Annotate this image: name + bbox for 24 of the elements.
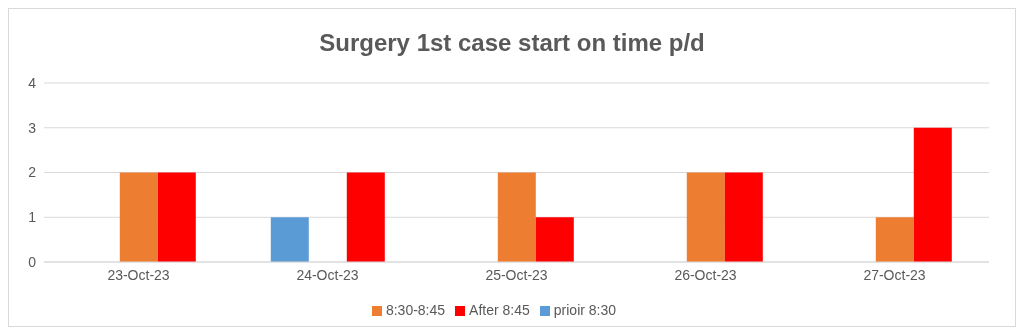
bar bbox=[346, 172, 385, 262]
legend-label: After 8:45 bbox=[469, 302, 530, 318]
x-tick-label: 27-Oct-23 bbox=[863, 266, 926, 283]
y-tick-label: 2 bbox=[28, 164, 37, 181]
bar bbox=[686, 172, 725, 262]
legend-label: 8:30-8:45 bbox=[385, 302, 446, 318]
bar bbox=[270, 217, 309, 262]
x-tick-label: 24-Oct-23 bbox=[296, 266, 359, 283]
x-tick-label: 23-Oct-23 bbox=[107, 266, 170, 283]
bar bbox=[157, 172, 196, 262]
bar bbox=[535, 217, 574, 262]
bar bbox=[913, 127, 952, 262]
y-tick-label: 4 bbox=[28, 74, 37, 91]
bar bbox=[497, 172, 536, 262]
bar bbox=[875, 217, 914, 262]
bar bbox=[724, 172, 763, 262]
x-tick-label: 25-Oct-23 bbox=[485, 266, 548, 283]
bar bbox=[119, 172, 158, 262]
chart-title: Surgery 1st case start on time p/d bbox=[318, 28, 706, 58]
y-tick-label: 3 bbox=[28, 119, 37, 136]
y-tick-label: 1 bbox=[28, 209, 37, 226]
y-tick-label: 0 bbox=[28, 253, 37, 270]
x-tick-label: 26-Oct-23 bbox=[674, 266, 737, 283]
legend-label: prioir 8:30 bbox=[553, 302, 617, 318]
